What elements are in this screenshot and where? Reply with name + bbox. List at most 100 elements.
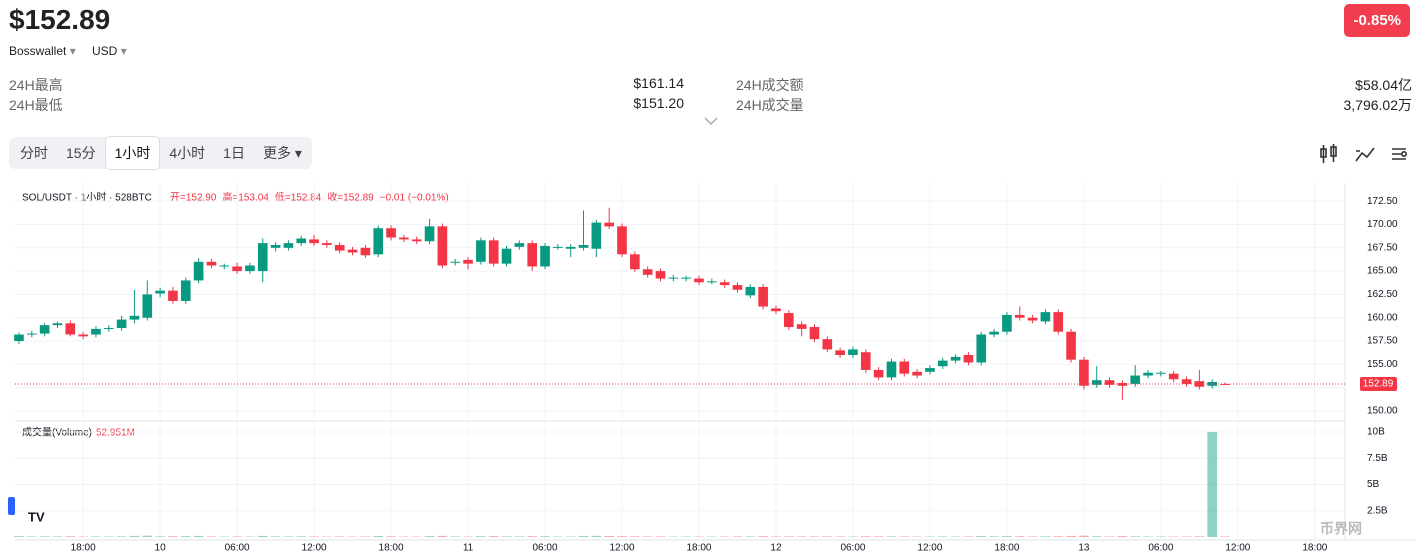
candle-body <box>373 228 384 255</box>
candle-body <box>1091 380 1102 385</box>
volume-bar <box>899 536 910 537</box>
price: $152.89 <box>9 4 111 35</box>
volume-bar <box>501 536 512 537</box>
y-tick-label: 155.00 <box>1367 359 1398 370</box>
volume-bar <box>373 536 384 537</box>
volume-bar <box>296 536 307 537</box>
candle-body <box>681 277 691 279</box>
candle-body <box>1168 373 1179 380</box>
tab[interactable]: 分时 <box>20 145 48 161</box>
x-tick-label: 06:00 <box>533 543 558 554</box>
tab[interactable]: 4小时 <box>169 145 206 161</box>
candle-body <box>591 222 602 249</box>
stat-value: $58.04亿 <box>1355 77 1412 93</box>
wallet-name: Bosswallet <box>9 44 67 58</box>
volume-bar <box>1194 536 1205 537</box>
tab[interactable]: 1小时 <box>104 136 161 170</box>
wallet[interactable]: Bosswallet ▾ <box>9 44 76 58</box>
candle-body <box>758 286 768 307</box>
candle-body <box>642 269 653 275</box>
candle-body <box>501 248 512 264</box>
candle-body <box>193 261 204 281</box>
candle-body <box>989 331 999 335</box>
tab[interactable]: 1日 <box>223 145 245 161</box>
candle-body <box>360 247 371 256</box>
candle-body <box>116 319 127 328</box>
y2-tick-label: 10B <box>1367 427 1385 438</box>
candle-body <box>91 328 101 335</box>
ohlc-item: 低=152.84 <box>275 191 322 204</box>
x-tick-label: 18:00 <box>379 543 404 554</box>
volume-value: 52.951M <box>96 428 135 439</box>
volume-bar <box>578 535 589 537</box>
candle-body <box>719 282 730 286</box>
volume-bar <box>1207 431 1218 537</box>
volume-bar <box>488 536 499 537</box>
candle-body <box>347 249 358 253</box>
volume-bar <box>142 535 153 537</box>
ohlc-item: 收=152.89 <box>327 191 374 204</box>
volume-bar <box>155 536 165 537</box>
volume-bar <box>886 536 897 537</box>
volume-bar <box>360 536 371 537</box>
candle-body <box>886 361 897 378</box>
candle-body <box>219 265 230 267</box>
interval-tabs: 分时 15分 1小时 4小时 1日 更多 ▾ <box>9 136 312 170</box>
stat-label: 24H最高 <box>9 77 63 93</box>
stat-label: 24H最低 <box>9 97 63 113</box>
x-tick-label: 11 <box>463 543 474 554</box>
volume-bar <box>1143 536 1153 537</box>
x-tick-label: 13 <box>1078 543 1090 554</box>
volume-bar <box>989 536 999 537</box>
volume-bar <box>129 535 140 537</box>
candle-body <box>270 245 281 248</box>
volume-bar <box>257 535 268 537</box>
volume-bar <box>193 535 204 537</box>
candle-body <box>424 226 435 242</box>
candle-body <box>1002 314 1012 332</box>
y-tick-label: 157.50 <box>1367 336 1398 347</box>
x-tick-label: 18:00 <box>71 543 96 554</box>
volume-bar <box>1066 535 1076 537</box>
candle-body <box>848 349 858 356</box>
candle-body <box>155 290 165 294</box>
currency[interactable]: USD ▾ <box>92 44 127 58</box>
y-tick-label: 172.50 <box>1367 196 1398 207</box>
candle-body <box>925 368 935 372</box>
candle-body <box>296 238 307 244</box>
candle-body <box>655 271 666 279</box>
y-tick-label: 165.00 <box>1367 266 1398 277</box>
tv-logo: TV <box>28 509 45 524</box>
watermark: 币界网 <box>1320 521 1362 537</box>
candle-body <box>1143 372 1153 376</box>
stat-label: 24H成交量 <box>736 97 804 113</box>
candle-body <box>52 323 63 326</box>
toolbar-icons[interactable] <box>1318 143 1410 165</box>
stat-value: 3,796.02万 <box>1343 97 1413 113</box>
volume-bar <box>270 536 281 537</box>
volume-bar <box>732 536 743 537</box>
x-tick-label: 06:00 <box>840 543 865 554</box>
expand-icon[interactable] <box>703 116 719 126</box>
volume-bar <box>168 536 178 537</box>
volume-bar <box>630 536 640 537</box>
volume-bar <box>873 536 884 537</box>
candle-body <box>899 361 910 374</box>
symbol: SOL/USDT · 1小时 · 528BTC <box>22 192 152 204</box>
candle-body <box>322 243 332 246</box>
tab[interactable]: 15分 <box>66 145 96 161</box>
candle-body <box>488 240 499 264</box>
volume-bar <box>116 536 127 537</box>
candle-body <box>168 290 178 301</box>
x-tick-label: 06:00 <box>225 543 250 554</box>
candle-body <box>822 339 833 350</box>
x-tick-label: 12:00 <box>1225 543 1250 554</box>
volume-bar <box>1117 536 1128 537</box>
tab[interactable]: 更多 ▾ <box>262 145 302 161</box>
volume-bar <box>1079 535 1089 537</box>
candle-body <box>783 313 794 328</box>
y-tick-label: 150.00 <box>1367 406 1398 417</box>
ohlc-item: −0.01 (−0.01%) <box>380 193 449 204</box>
side-tab[interactable] <box>8 497 15 515</box>
